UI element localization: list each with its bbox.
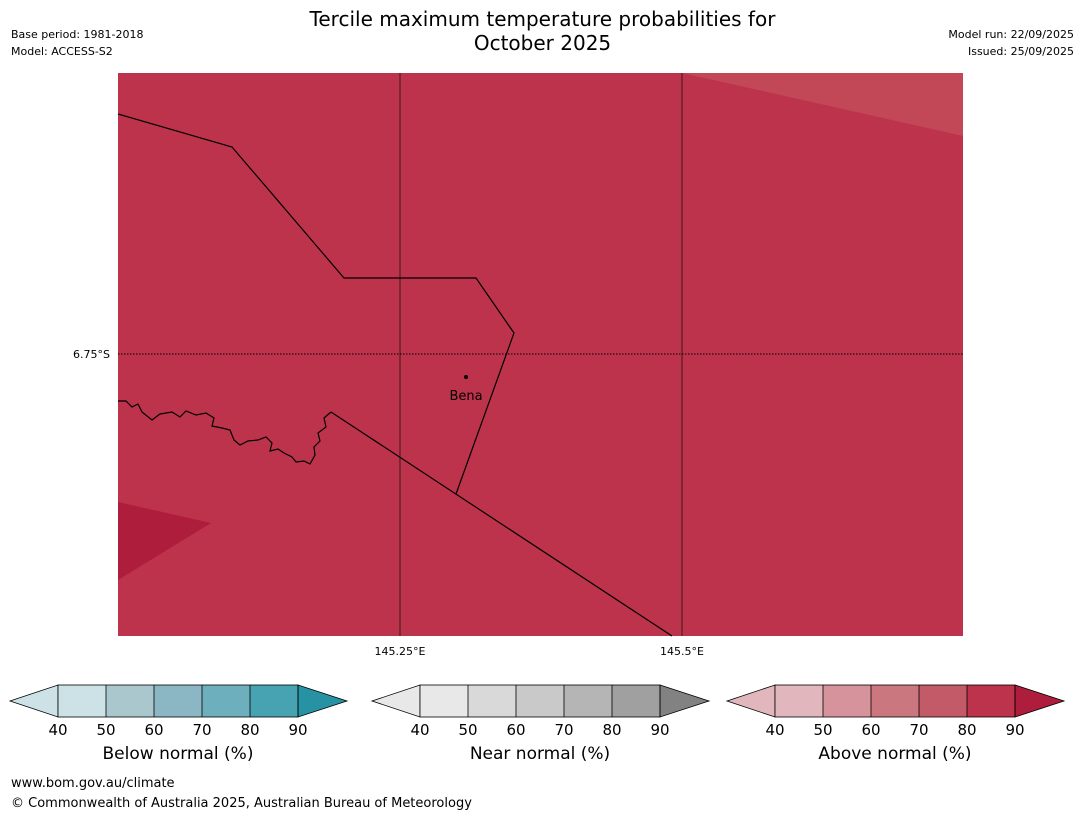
cb-below-tick-90: 90 <box>288 721 307 739</box>
probability-map: Bena 6.75°S 145.25°E 145.5°E <box>73 73 963 658</box>
cb-below-seg-5 <box>250 685 298 717</box>
cb-below-tick-80: 80 <box>240 721 259 739</box>
place-label-bena: Bena <box>449 389 482 404</box>
cb-above-arrow-low <box>725 684 776 718</box>
cb-above-arrow-high <box>1014 684 1066 718</box>
colorbar-near: 40 50 60 70 80 90 <box>370 684 711 739</box>
cb-below-seg-1 <box>58 685 106 717</box>
cb-below-tick-60: 60 <box>144 721 163 739</box>
darker-region <box>118 502 211 580</box>
model-text: Model: ACCESS-S2 <box>11 45 113 58</box>
cb-above-seg-3 <box>871 685 919 717</box>
cb-near-arrow-low <box>370 684 421 718</box>
cb-near-dividers <box>467 685 613 717</box>
cb-near-seg-3 <box>516 685 564 717</box>
cb-near-seg-5 <box>612 685 660 717</box>
cb-near-tick-60: 60 <box>506 721 525 739</box>
lon-label-2: 145.5°E <box>660 645 704 658</box>
colorbar-above: 40 50 60 70 80 90 <box>725 684 1066 739</box>
issued-text: Issued: 25/09/2025 <box>967 45 1074 58</box>
cb-near-seg-2 <box>468 685 516 717</box>
cb-above-outline <box>774 684 1016 718</box>
cb-below-label: Below normal (%) <box>102 744 254 764</box>
map-fill <box>118 73 963 636</box>
title-line-2: October 2025 <box>473 31 612 55</box>
cb-above-tick-90: 90 <box>1005 721 1024 739</box>
cb-above-tick-80: 80 <box>957 721 976 739</box>
cb-near-tick-40: 40 <box>410 721 429 739</box>
cb-above-tick-50: 50 <box>813 721 832 739</box>
cb-below-seg-3 <box>154 685 202 717</box>
meta-left: Base period: 1981-2018 Model: ACCESS-S2 <box>11 26 143 60</box>
cb-near-tick-70: 70 <box>554 721 573 739</box>
cb-near-tick-80: 80 <box>602 721 621 739</box>
cb-below-tick-70: 70 <box>192 721 211 739</box>
colorbar-below: 40 50 60 70 80 90 <box>8 684 349 739</box>
cb-below-dividers <box>105 685 251 717</box>
cb-near-label: Near normal (%) <box>469 744 611 764</box>
map-title: Tercile maximum temperature probabilitie… <box>0 7 1085 55</box>
lon-label-1: 145.25°E <box>375 645 426 658</box>
model-run-text: Model run: 22/09/2025 <box>948 28 1074 41</box>
cb-above-dividers <box>822 685 968 717</box>
footer-copyright: © Commonwealth of Australia 2025, Austra… <box>11 796 472 811</box>
cb-below-seg-2 <box>106 685 154 717</box>
cb-above-seg-2 <box>823 685 871 717</box>
cb-near-tick-50: 50 <box>458 721 477 739</box>
province-boundary <box>117 113 515 495</box>
footer-website: www.bom.gov.au/climate <box>11 776 175 791</box>
cb-above-tick-40: 40 <box>765 721 784 739</box>
cb-below-tick-50: 50 <box>96 721 115 739</box>
cb-above-seg-4 <box>919 685 967 717</box>
cb-below-arrow-high <box>297 684 349 718</box>
cb-above-tick-70: 70 <box>909 721 928 739</box>
cb-below-arrow-low <box>8 684 59 718</box>
province-boundary-south <box>330 411 673 637</box>
cb-near-seg-1 <box>420 685 468 717</box>
cb-near-seg-4 <box>564 685 612 717</box>
cb-above-tick-60: 60 <box>861 721 880 739</box>
cb-below-tick-40: 40 <box>48 721 67 739</box>
bena-marker-icon <box>464 375 468 379</box>
cb-near-tick-90: 90 <box>650 721 669 739</box>
cb-below-outline <box>57 684 299 718</box>
river-line <box>118 400 332 465</box>
meta-right: Model run: 22/09/2025 Issued: 25/09/2025 <box>948 26 1074 60</box>
title-line-1: Tercile maximum temperature probabilitie… <box>309 7 776 31</box>
cb-above-label: Above normal (%) <box>818 744 972 764</box>
base-period-text: Base period: 1981-2018 <box>11 28 144 41</box>
cb-above-seg-5 <box>967 685 1015 717</box>
cb-below-seg-4 <box>202 685 250 717</box>
cb-above-seg-1 <box>775 685 823 717</box>
cb-near-outline <box>419 684 661 718</box>
cb-near-arrow-high <box>659 684 711 718</box>
footer: www.bom.gov.au/climate © Commonwealth of… <box>11 774 472 814</box>
lat-label: 6.75°S <box>73 348 110 361</box>
lighter-region <box>682 73 963 136</box>
